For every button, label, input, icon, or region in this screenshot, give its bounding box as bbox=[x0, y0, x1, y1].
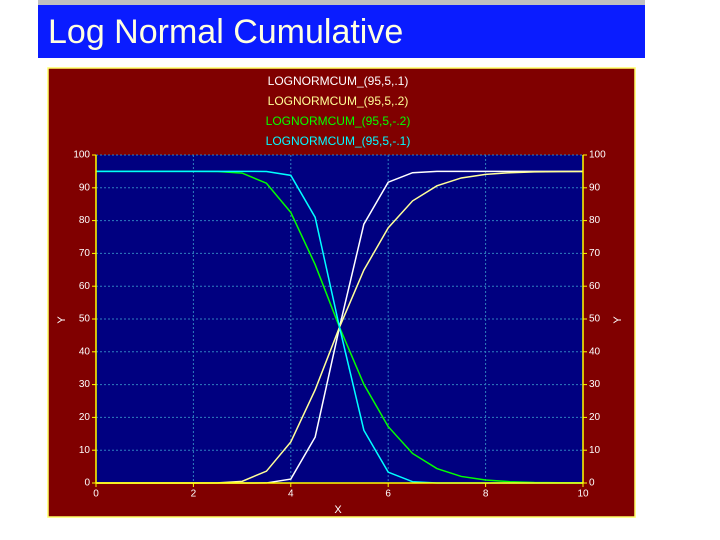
y-tick-label: 80 bbox=[79, 215, 91, 226]
title-banner bbox=[38, 5, 645, 58]
y-tick-label: 20 bbox=[79, 412, 91, 423]
y-tick-label: 30 bbox=[79, 379, 91, 390]
y-tick-label: 60 bbox=[79, 281, 91, 292]
y2-tick-label: 40 bbox=[589, 346, 601, 357]
y-tick-label: 10 bbox=[79, 445, 91, 456]
x-tick-label: 2 bbox=[191, 489, 197, 500]
y2-tick-label: 50 bbox=[589, 314, 601, 325]
x-tick-label: 8 bbox=[483, 489, 489, 500]
y2-tick-label: 100 bbox=[589, 150, 606, 161]
x-tick-label: 4 bbox=[288, 489, 294, 500]
x-tick-label: 6 bbox=[385, 489, 391, 500]
legend-entry: LOGNORMCUM_(95,5,.2) bbox=[268, 94, 409, 108]
y-tick-label: 90 bbox=[79, 182, 91, 193]
x-tick-label: 10 bbox=[577, 489, 589, 500]
y2-tick-label: 20 bbox=[589, 412, 601, 423]
x-axis-label: X bbox=[334, 504, 342, 516]
y2-tick-label: 30 bbox=[589, 379, 601, 390]
legend-entry: LOGNORMCUM_(95,5,.1) bbox=[268, 74, 409, 88]
chart-title: Log Normal Cumulative bbox=[48, 13, 403, 51]
y2-tick-label: 90 bbox=[589, 182, 601, 193]
toolbar-strip bbox=[38, 0, 645, 5]
legend-entry: LOGNORMCUM_(95,5,-.1) bbox=[266, 134, 411, 148]
y2-tick-label: 70 bbox=[589, 248, 601, 259]
y2-tick-label: 0 bbox=[589, 478, 595, 489]
legend-entry: LOGNORMCUM_(95,5,-.2) bbox=[266, 114, 411, 128]
y2-tick-label: 60 bbox=[589, 281, 601, 292]
y-tick-label: 70 bbox=[79, 248, 91, 259]
y-tick-label: 50 bbox=[79, 314, 91, 325]
x-tick-label: 0 bbox=[93, 489, 99, 500]
y-tick-label: 40 bbox=[79, 346, 91, 357]
y2-axis-label: Y bbox=[612, 316, 624, 324]
y-axis-label: Y bbox=[56, 316, 68, 324]
y2-tick-label: 80 bbox=[589, 215, 601, 226]
y-tick-label: 100 bbox=[73, 150, 90, 161]
y2-tick-label: 10 bbox=[589, 445, 601, 456]
y-tick-label: 0 bbox=[84, 478, 90, 489]
